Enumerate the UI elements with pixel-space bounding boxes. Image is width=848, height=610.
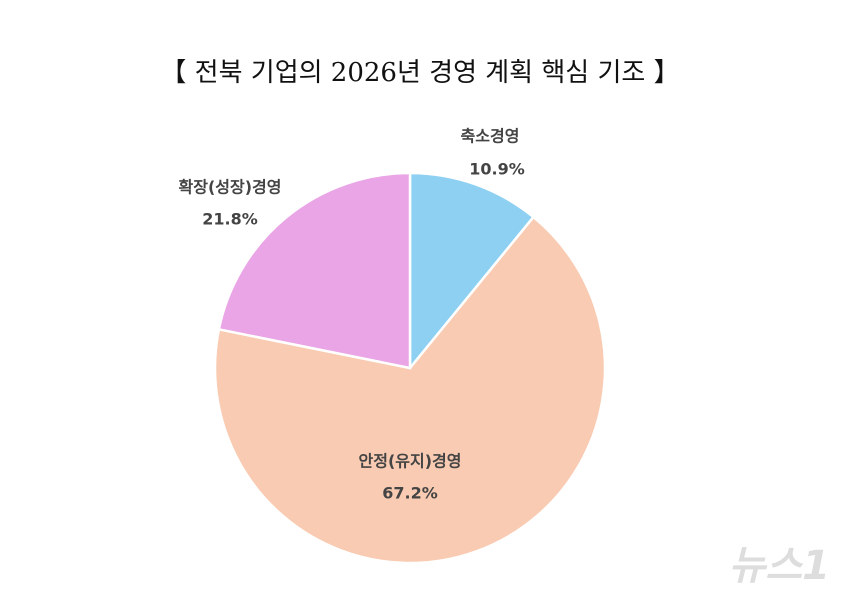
slice-label: 축소경영	[461, 127, 520, 146]
chart-title: 【 전북 기업의 2026년 경영 계획 핵심 기조 】	[160, 58, 679, 88]
slice-label: 확장(성장)경영	[179, 178, 282, 197]
value-label: 10.9%	[469, 160, 525, 179]
pie-slice	[408, 171, 536, 372]
slice-label: 안정(유지)경영	[359, 452, 462, 471]
value-label: 67.2%	[382, 484, 438, 503]
pie	[213, 171, 607, 565]
pie-slice	[213, 215, 607, 565]
value-label: 21.8%	[202, 210, 258, 229]
pie-slice	[217, 171, 412, 370]
watermark: 뉴스1	[729, 543, 830, 589]
